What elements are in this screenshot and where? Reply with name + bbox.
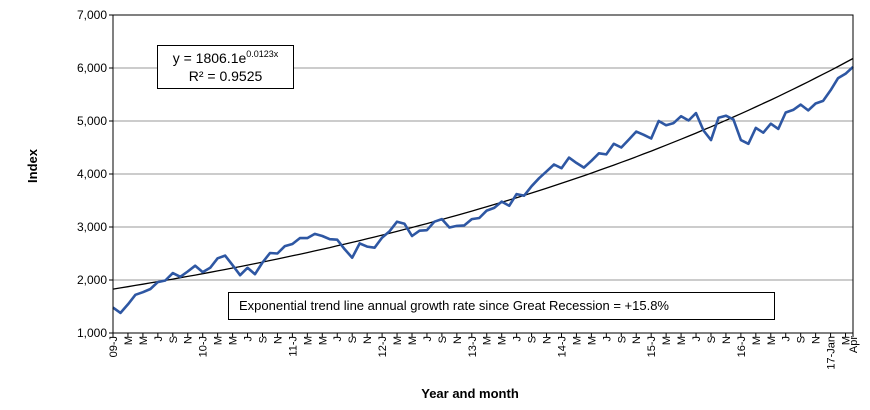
y-tick-label: 2,000 [77,273,107,287]
y-axis-ticks: 1,000 2,000 3,000 4,000 5,000 6,000 7,000 [77,8,113,340]
x-tick-label: M [841,336,853,345]
y-tick-label: 7,000 [77,8,107,22]
x-tick-label: N [631,336,643,344]
x-tick-label: J [601,336,613,342]
x-tick-label: M [766,336,778,345]
x-tick-label: N [721,336,733,344]
trendline-equation-box: y = 1806.1e0.0123x R² = 0.9525 [157,45,294,89]
plot-frame [112,14,854,334]
y-tick-label: 4,000 [77,167,107,181]
x-tick-label: M [317,336,329,345]
x-tick-label: 13-J [467,336,479,357]
x-tick-label: 16-J [736,336,748,357]
x-tick-label: S [437,336,449,343]
x-tick-label: J [512,336,524,342]
y-tick-label: 6,000 [77,61,107,75]
x-tick-label: M [228,336,240,345]
x-tick-label: M [123,336,135,345]
x-tick-label: S [616,336,628,343]
x-tick-label: S [527,336,539,343]
x-tick-label: Apr [848,336,860,353]
y-tick-label: 3,000 [77,220,107,234]
x-tick-label: M [302,336,314,345]
x-tick-label: M [213,336,225,345]
x-tick-label: S [796,336,808,343]
y-tick-label: 1,000 [77,326,107,340]
x-tick-label: S [347,336,359,343]
x-tick-label: N [542,336,554,344]
x-tick-label: S [168,336,180,343]
x-tick-label: M [392,336,404,345]
y-axis-label: Index [25,148,40,183]
x-tick-label: M [751,336,763,345]
x-tick-label: J [332,336,344,342]
x-tick-label: 11-J [287,336,299,357]
y-tick-label: 5,000 [77,114,107,128]
x-tick-label: M [482,336,494,345]
x-tick-label: M [676,336,688,345]
x-tick-label: M [497,336,509,345]
x-tick-label: N [452,336,464,344]
x-tick-label: N [183,336,195,344]
x-tick-label: N [811,336,823,344]
growth-rate-annotation: Exponential trend line annual growth rat… [228,292,775,320]
index-series-line [112,65,854,315]
x-tick-label: M [138,336,150,345]
x-tick-label: M [661,336,673,345]
x-tick-label: 12-J [377,336,389,357]
x-tick-label: J [422,336,434,342]
x-tick-label: 14-J [556,336,568,357]
x-tick-label: 15-J [646,336,658,357]
trendline-equation: y = 1806.1e0.0123x [172,49,279,67]
x-tick-label: N [362,336,374,344]
x-tick-label: 17-Jan [826,336,838,370]
x-tick-label: S [706,336,718,343]
x-tick-label: M [571,336,583,345]
x-tick-label: J [781,336,793,342]
x-tick-label: 10-J [198,336,210,357]
r-squared: R² = 0.9525 [188,68,263,84]
x-axis-label: Year and month [421,386,519,401]
x-tick-label: J [691,336,703,342]
x-tick-label: N [272,336,284,344]
x-axis-ticks: 09-J M M J S N 10-J M M J S N 11-J M M J S N 12-J M M J S N 13-J… [108,333,860,370]
x-tick-label: 09-J [108,336,120,357]
x-tick-label: M [586,336,598,345]
x-tick-label: J [153,336,165,342]
x-tick-label: S [257,336,269,343]
x-tick-label: M [407,336,419,345]
x-tick-label: J [243,336,255,342]
